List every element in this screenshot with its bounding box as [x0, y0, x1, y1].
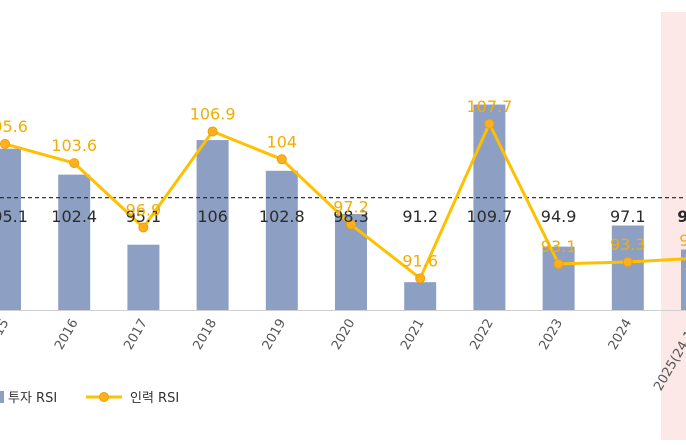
line-point-2023	[554, 259, 563, 268]
legend-swatch-point	[100, 393, 109, 402]
line-point-2016	[70, 159, 79, 168]
bar-value-label-2024: 97.1	[610, 207, 646, 226]
line-point-2015	[1, 139, 10, 148]
bar-value-label-2021: 91.2	[402, 207, 438, 226]
line-value-label-2020: 97.2	[333, 198, 369, 217]
line-value-label-2025(24.11): 93.7	[679, 231, 686, 250]
bar-2015	[0, 149, 21, 310]
line-value-label-2015: 105.6	[0, 117, 28, 136]
bar-value-label-2015: 105.1	[0, 207, 28, 226]
x-tick-label-2024: 2024	[606, 317, 636, 353]
x-tick-label-2022: 2022	[467, 317, 497, 353]
legend: 투자 RSI 인력 RSI	[0, 391, 179, 406]
x-tick-label-2019: 2019	[260, 317, 290, 353]
legend-label-bar: 투자 RSI	[8, 391, 57, 406]
bar-2021	[404, 282, 436, 310]
line-point-2018	[208, 127, 217, 136]
x-tick-label-2016: 2016	[52, 317, 82, 353]
line-value-label-2019: 104	[267, 132, 298, 151]
bar-value-label-2023: 94.9	[541, 207, 577, 226]
line-value-label-2024: 93.3	[610, 235, 646, 254]
bar-value-label-2019: 102.8	[259, 207, 305, 226]
line-value-label-2017: 96.9	[126, 200, 162, 219]
legend-label-line: 인력 RSI	[130, 391, 179, 406]
line-value-label-2016: 103.6	[51, 136, 97, 155]
axis-layer: 2015 2016 2017 2018 2019 2020 2021 2022 2023 2024…	[0, 311, 686, 394]
bar-value-label-2025(24.11): 94.6	[677, 207, 686, 226]
line-value-label-2023: 93.1	[541, 237, 577, 256]
legend-swatch-bar	[0, 391, 4, 403]
bar-2017	[127, 245, 159, 310]
line-point-2021	[416, 274, 425, 283]
x-tick-label-2023: 2023	[537, 317, 567, 353]
bar-2016	[58, 175, 90, 310]
bar-value-label-2016: 102.4	[51, 207, 97, 226]
x-tick-label-2021: 2021	[398, 317, 428, 353]
x-tick-label-2020: 2020	[329, 317, 359, 353]
line-point-2024	[623, 258, 632, 267]
line-value-label-2018: 106.9	[190, 104, 236, 123]
x-tick-label-2017: 2017	[121, 317, 151, 353]
bar-value-label-2022: 109.7	[466, 207, 512, 226]
line-value-label-2022: 107.7	[466, 97, 512, 116]
x-tick-label-2018: 2018	[191, 317, 221, 353]
bar-value-label-2018: 106	[197, 207, 228, 226]
line-value-label-2021: 91.6	[402, 251, 438, 270]
bar-2019	[266, 171, 298, 310]
x-tick-label-2015: 2015	[0, 317, 12, 353]
line-point-2022	[485, 119, 494, 128]
bar-2023	[543, 247, 575, 310]
line-point-2019	[277, 155, 286, 164]
